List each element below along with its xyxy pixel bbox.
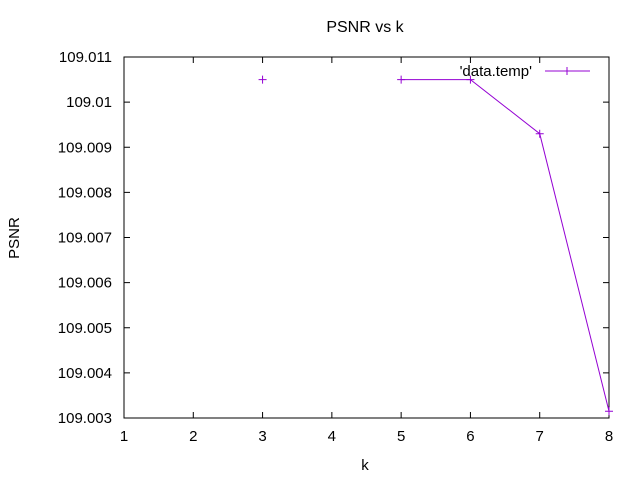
legend-marker-symbol — [563, 67, 571, 75]
x-tick-label: 4 — [328, 428, 336, 445]
legend-entry-label: 'data.temp' — [460, 63, 533, 80]
data-point — [605, 407, 613, 416]
y-tick-label: 109.008 — [58, 184, 112, 201]
series-layer — [258, 75, 613, 416]
chart-title: PSNR vs k — [326, 19, 404, 36]
data-point — [397, 75, 406, 84]
x-axis-ticks: 1 2 3 4 5 6 7 8 — [120, 57, 613, 445]
data-point — [466, 75, 475, 84]
data-point — [535, 129, 544, 138]
y-tick-label: 109.01 — [66, 94, 112, 111]
series-line — [401, 79, 610, 412]
plot-frame — [123, 56, 610, 419]
y-axis-label: PSNR — [6, 217, 23, 259]
legend: 'data.temp' — [460, 63, 590, 80]
y-axis-ticks: 109.003 109.004 109.005 109.006 109.007 109.0… — [58, 49, 609, 427]
x-tick-label: 6 — [466, 428, 474, 445]
data-point — [258, 75, 267, 84]
y-tick-label: 109.007 — [58, 230, 112, 247]
y-tick-label: 109.011 — [59, 49, 112, 66]
x-axis-label: k — [361, 457, 369, 474]
y-tick-label: 109.004 — [58, 365, 112, 382]
x-tick-label: 3 — [258, 428, 266, 445]
x-tick-label: 1 — [120, 428, 128, 445]
x-tick-label: 2 — [189, 428, 197, 445]
y-tick-label: 109.009 — [58, 139, 112, 156]
x-tick-label: 5 — [397, 428, 405, 445]
y-tick-label: 109.003 — [58, 410, 112, 427]
x-tick-label: 7 — [536, 428, 544, 445]
legend-entry-marker — [563, 67, 571, 75]
y-tick-label: 109.005 — [58, 320, 112, 337]
x-tick-label: 8 — [605, 428, 613, 445]
y-tick-label: 109.006 — [58, 275, 112, 292]
